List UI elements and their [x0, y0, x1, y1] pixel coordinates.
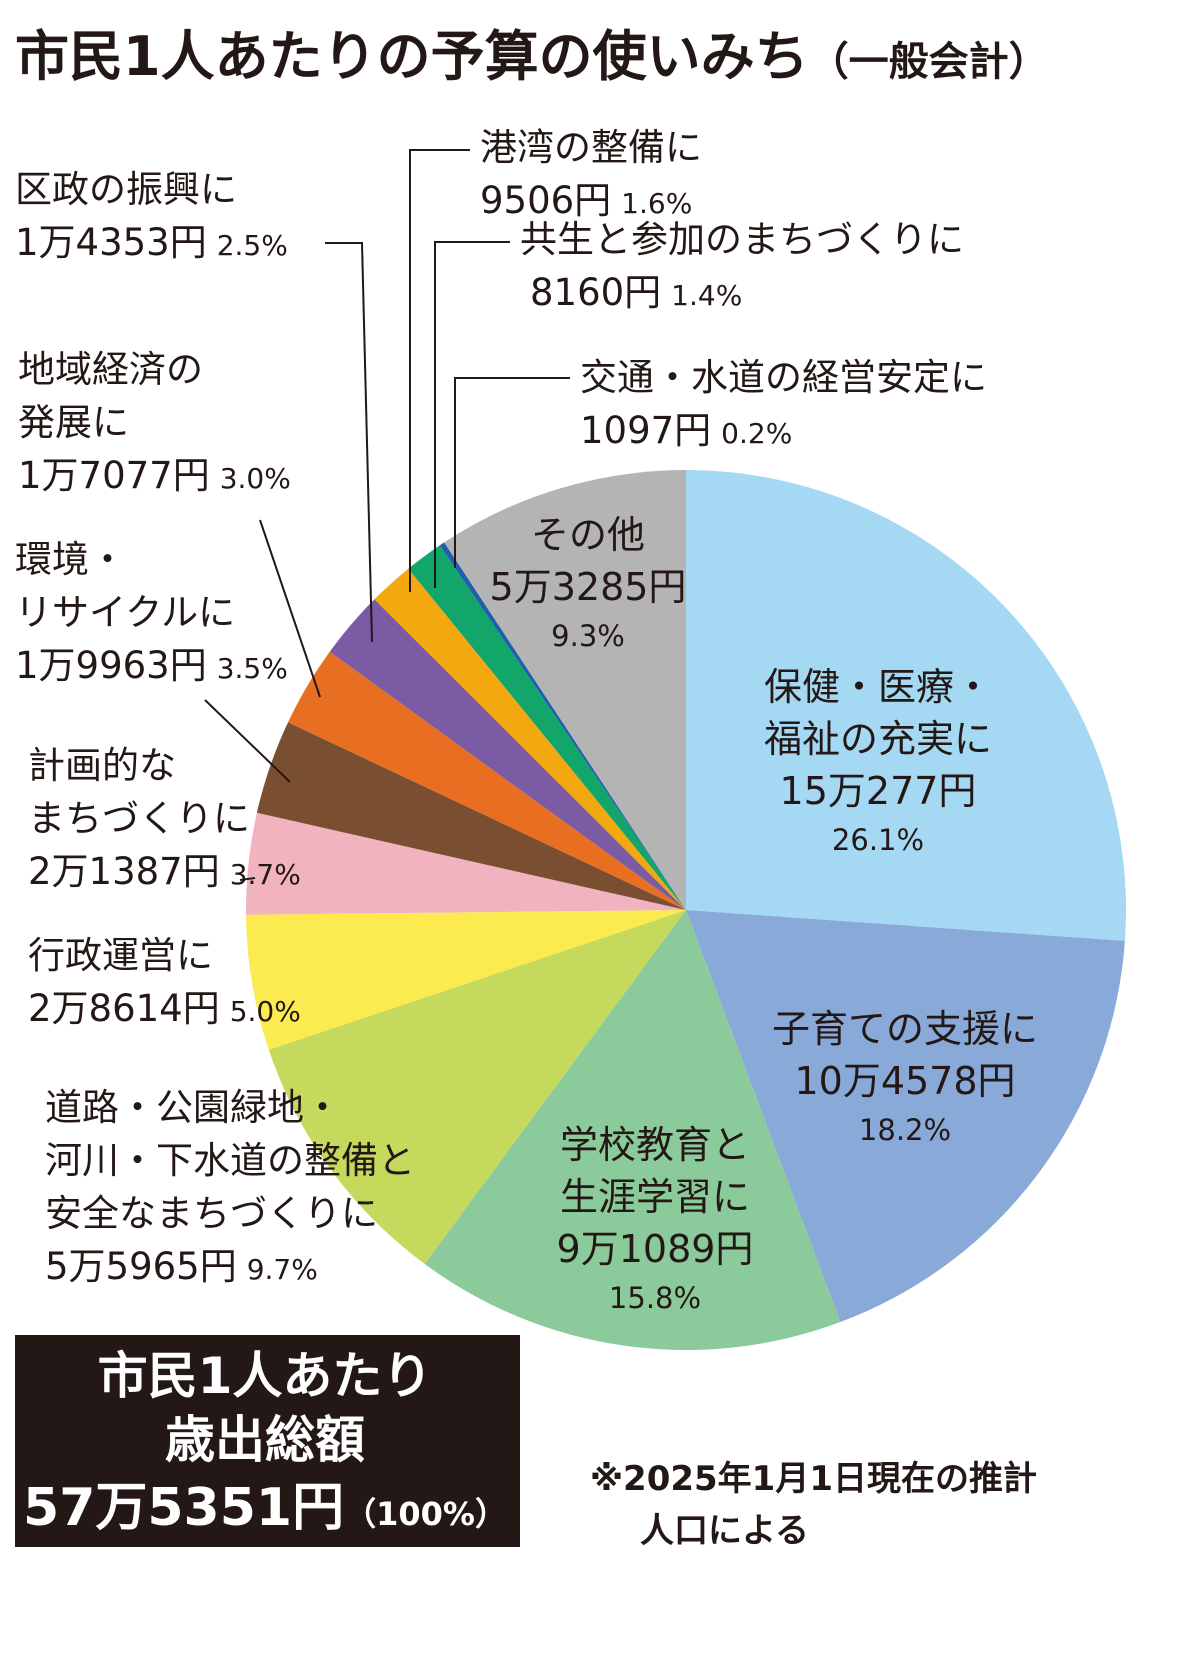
pie-slice: [686, 470, 1126, 941]
slice-value: 2万1387円: [28, 850, 220, 893]
slice-label: 環境・リサイクルに: [15, 538, 235, 634]
pie-slice: [246, 910, 686, 1050]
slice-label: 子育ての支援に: [772, 1007, 1038, 1051]
slice-value-line: 2万1387円 3.7%: [28, 850, 301, 893]
slice-value: 9万1089円: [557, 1227, 754, 1271]
slice-value-line: 1万7077円 3.0%: [18, 454, 291, 497]
slice-percent: 1.6%: [621, 187, 692, 220]
slice-value-line: 5万5965円 9.7%: [45, 1245, 318, 1288]
slice-label: 共生と参加のまちづくりに: [520, 218, 964, 261]
slice-value: 1097円: [580, 409, 711, 452]
pie-slice: [424, 910, 841, 1350]
slice-label: 行政運営に: [28, 934, 213, 977]
slice-value-line: 8160円 1.4%: [530, 271, 742, 314]
chart-title: 市民1人あたりの予算の使いみち（一般会計）: [15, 25, 1049, 88]
pie-slice: [444, 470, 686, 910]
labels: 保健・医療・福祉の充実に 15万277円 26.1% 子育ての支援に 10万4578円 1…: [15, 126, 1038, 1315]
pie-slice: [288, 651, 686, 910]
total-amount: 57万5351円（100%）: [23, 1478, 507, 1538]
pie-slice: [256, 722, 686, 910]
slice-percent: 3.0%: [220, 462, 291, 495]
slice-label: 保健・医療・福祉の充実に: [764, 665, 992, 761]
slice-value: 9506円: [480, 179, 611, 222]
subtitle: （一般会計）: [809, 39, 1049, 85]
leader-line: [409, 149, 470, 592]
slice-value: 1万7077円: [18, 454, 210, 497]
slice-value: 8160円: [530, 271, 661, 314]
slice-label: 港湾の整備に: [480, 126, 702, 169]
slice-percent: 15.8%: [609, 1281, 701, 1315]
pie-slice: [408, 545, 686, 910]
slice-label: 学校教育と生涯学習に: [560, 1123, 750, 1219]
leader-line: [239, 877, 256, 881]
slice-value-line: 1万9963円 3.5%: [15, 644, 288, 687]
title: 市民1人あたりの予算の使いみち: [15, 25, 809, 88]
pie-slice: [268, 910, 686, 1264]
leader-line: [434, 241, 510, 588]
slice-value: 15万277円: [780, 769, 977, 813]
total-percent: （100%）: [344, 1495, 507, 1533]
slice-value: 2万8614円: [28, 987, 220, 1030]
slice-label: 計画的なまちづくりに: [28, 744, 250, 840]
pie-slice: [374, 568, 686, 910]
slice-percent: 0.2%: [721, 417, 792, 450]
pie-slice: [686, 910, 1125, 1323]
slice-percent: 9.3%: [551, 619, 625, 653]
pie-slice: [329, 599, 686, 910]
slice-value: 1万4353円: [15, 221, 207, 264]
slice-value-line: 1万4353円 2.5%: [15, 221, 288, 264]
slice-value: 5万3285円: [490, 565, 687, 609]
pie-slice: [246, 812, 686, 915]
slice-percent: 5.0%: [230, 995, 301, 1028]
leader-line: [325, 242, 373, 643]
slice-label: 交通・水道の経営安定に: [580, 356, 987, 399]
slice-value-line: 9506円 1.6%: [480, 179, 692, 222]
slice-percent: 3.7%: [230, 858, 301, 891]
leader-line: [259, 519, 321, 698]
total-value: 57万5351円: [23, 1478, 344, 1538]
slice-value: 1万9963円: [15, 644, 207, 687]
slice-label: 地域経済の発展に: [18, 348, 203, 444]
slice-percent: 3.5%: [217, 652, 288, 685]
slice-label: その他: [531, 513, 645, 557]
slice-percent: 2.5%: [217, 229, 288, 262]
total-label: 市民1人あたり歳出総額: [98, 1347, 433, 1469]
slice-value-line: 2万8614円 5.0%: [28, 987, 301, 1030]
slice-percent: 1.4%: [671, 279, 742, 312]
slice-label: 区政の振興に: [15, 168, 237, 211]
slice-label: 道路・公園緑地・河川・下水道の整備と安全なまちづくりに: [45, 1086, 415, 1235]
slice-value: 5万5965円: [45, 1245, 237, 1288]
slice-percent: 26.1%: [832, 823, 924, 857]
total-box: [15, 1335, 520, 1547]
pie-slice: [439, 542, 686, 910]
slice-percent: 18.2%: [859, 1113, 951, 1147]
leader-line: [454, 377, 570, 568]
note: ※2025年1月1日現在の推計人口による: [590, 1459, 1037, 1551]
slice-value-line: 1097円 0.2%: [580, 409, 792, 452]
slice-percent: 9.7%: [247, 1253, 318, 1286]
slice-value: 10万4578円: [794, 1059, 1015, 1103]
leader-line: [204, 699, 291, 783]
pie: [246, 470, 1126, 1350]
